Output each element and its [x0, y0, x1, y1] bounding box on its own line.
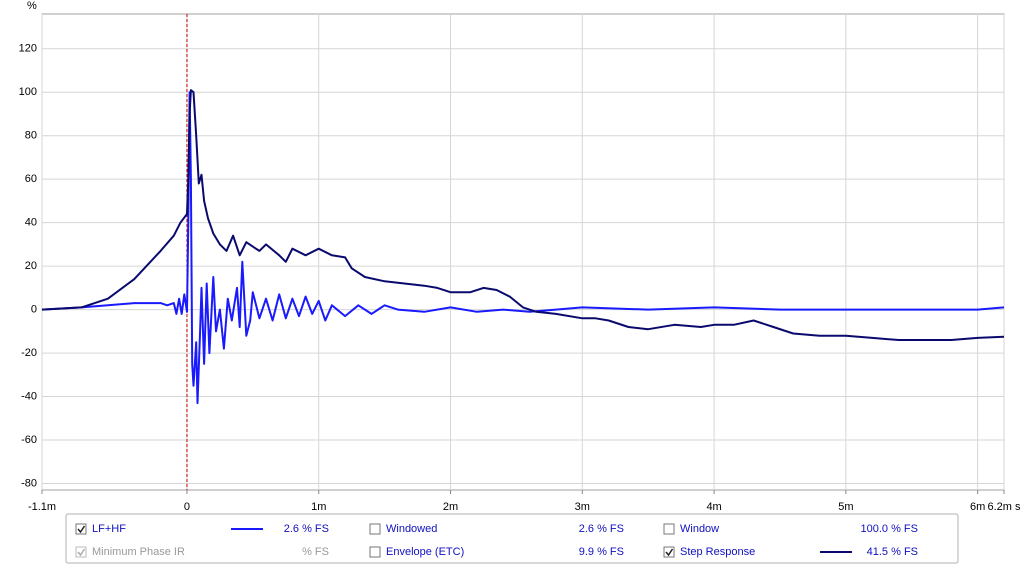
legend-label: Step Response	[680, 546, 755, 558]
series-line	[41, 91, 1005, 405]
legend-label: Envelope (ETC)	[386, 546, 464, 558]
y-axis-label: %	[27, 0, 37, 12]
legend-reading: 2.6 % FS	[284, 523, 329, 535]
y-tick-label: 60	[25, 173, 37, 185]
checkbox[interactable]	[369, 546, 381, 558]
check-mark	[77, 548, 86, 557]
x-tick-label: 5m	[838, 501, 853, 513]
legend-label: LF+HF	[92, 523, 126, 535]
checkbox[interactable]	[369, 523, 381, 535]
legend-reading: 41.5 % FS	[867, 546, 918, 558]
check-mark	[77, 525, 86, 534]
legend-label: Windowed	[386, 523, 437, 535]
y-tick-label: 20	[25, 260, 37, 272]
x-tick-label: 2m	[443, 501, 458, 513]
series-line	[41, 89, 1005, 341]
check-mark	[665, 548, 674, 557]
x-tick-label: 6m	[970, 501, 985, 513]
legend-reading: 100.0 % FS	[861, 523, 918, 535]
y-tick-label: 120	[19, 43, 37, 55]
y-tick-label: -20	[21, 347, 37, 359]
plot-area	[41, 13, 1005, 491]
y-tick-label: 0	[31, 304, 37, 316]
y-tick-label: 80	[25, 130, 37, 142]
legend-reading: 2.6 % FS	[579, 523, 624, 535]
x-tick-label: 1m	[311, 501, 326, 513]
legend-reading: % FS	[302, 546, 329, 558]
legend-label: Minimum Phase IR	[92, 546, 185, 558]
y-tick-label: 40	[25, 217, 37, 229]
checkbox[interactable]	[75, 523, 87, 535]
legend-panel	[65, 513, 959, 564]
legend-label: Window	[680, 523, 719, 535]
x-tick-label: 6.2m s	[987, 501, 1021, 513]
x-tick-label: -1.1m	[28, 501, 56, 513]
x-tick-label: 4m	[706, 501, 721, 513]
y-tick-label: -60	[21, 434, 37, 446]
checkbox[interactable]	[663, 523, 675, 535]
legend-reading: 9.9 % FS	[579, 546, 624, 558]
x-tick-label: 0	[184, 501, 190, 513]
y-tick-label: -40	[21, 390, 37, 402]
checkbox[interactable]	[75, 546, 87, 558]
y-tick-label: 100	[19, 86, 37, 98]
checkbox[interactable]	[663, 546, 675, 558]
x-tick-label: 3m	[575, 501, 590, 513]
y-tick-label: -80	[21, 477, 37, 489]
